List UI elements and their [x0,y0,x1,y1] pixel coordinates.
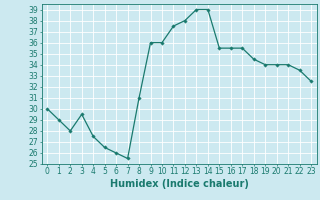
X-axis label: Humidex (Indice chaleur): Humidex (Indice chaleur) [110,179,249,189]
